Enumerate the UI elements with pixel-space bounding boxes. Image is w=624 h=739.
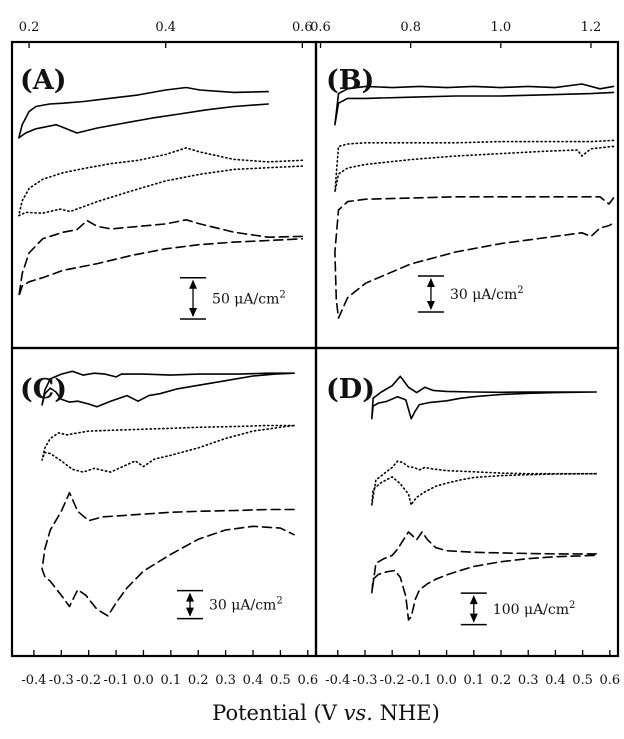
panel-a-scale-bar: 50 μA/cm2 (180, 276, 286, 320)
panel-c-curves (41, 370, 295, 617)
panel-a-curve-dashed (18, 219, 304, 298)
panel-d-x-tick-label: 0.4 (545, 673, 566, 688)
panel-d-ticks: -0.4 -0.3 -0.2 -0.1 0.0 0.1 0.2 0.3 0.4 0.5 0.6 (325, 650, 620, 688)
panel-c-x-tick-label: -0.4 (21, 673, 46, 688)
panel-c-x-tick-label: -0.3 (49, 673, 74, 688)
panel-d-x-tick-label: -0.2 (380, 673, 405, 688)
panel-b-x-tick-label: 1.0 (490, 20, 511, 35)
panel-d-x-tick-label: -0.1 (407, 673, 432, 688)
panel-d: 100 μA/cm2 -0.4 -0.3 -0.2 -0.1 0.0 0.1 0.2 0.3 0… (314, 346, 620, 688)
panel-a-ticks: 0.2 0.4 0.6 (19, 20, 313, 48)
panel-d-scale-bar: 100 μA/cm2 (460, 592, 576, 626)
panel-c-x-tick-label: 0.3 (215, 673, 236, 688)
panel-d-scale-bar-arrow-up (469, 595, 478, 605)
panel-d-x-tick-label: 0.6 (599, 673, 620, 688)
panel-d-curve-solid (371, 375, 597, 420)
x-axis-title: Potential (V vs. NHE) (212, 701, 440, 725)
panel-a-scale-bar-arrow-down (189, 308, 198, 318)
panel-a-curve-dotted (18, 147, 304, 217)
panel-b-scale-bar-arrow-up (426, 278, 435, 287)
panel-d-x-tick-label: -0.3 (352, 673, 377, 688)
panel-b-x-tick-label: 0.8 (400, 20, 421, 35)
panel-d-label: (D) (326, 374, 375, 405)
panel-a-x-tick-label: 0.6 (292, 20, 313, 35)
panel-c-x-tick-label: -0.2 (76, 673, 101, 688)
panel-c-curve-solid (41, 370, 295, 408)
panel-b-scale-bar-arrow-down (426, 301, 435, 310)
panel-b-curves (334, 83, 615, 319)
panel-c-scale-bar-arrow-up (186, 592, 195, 602)
panel-c-scale-bar-label: 30 μA/cm2 (209, 596, 283, 614)
panel-b-ticks: 0.6 0.8 1.0 1.2 (310, 20, 601, 48)
panel-b-scale-bar: 30 μA/cm2 (417, 275, 524, 313)
panel-d-curve-dashed (371, 531, 597, 621)
panel-d-x-tick-label: 0.3 (518, 673, 539, 688)
panel-a-scale-bar-label: 50 μA/cm2 (212, 289, 286, 307)
panel-c-x-tick-label: 0.2 (188, 673, 209, 688)
panel-c-label: (C) (20, 374, 67, 405)
panel-a-curve-solid (18, 86, 269, 139)
panel-d-x-tick-label: 0.5 (572, 673, 593, 688)
panel-a-label: (A) (20, 65, 67, 96)
panel-d-curves (371, 375, 597, 621)
panel-b-label: (B) (326, 65, 374, 96)
panel-a-x-tick-label: 0.4 (155, 20, 176, 35)
panel-b-curve-solid (334, 83, 615, 126)
panel-d-scale-bar-label: 100 μA/cm2 (493, 600, 576, 618)
panel-d-curve-dotted (371, 460, 597, 506)
panel-d-scale-bar-arrow-down (469, 613, 478, 623)
panel-b-curve-dashed (334, 196, 615, 319)
panel-d-frame (314, 346, 620, 658)
panel-d-x-tick-label: -0.4 (325, 673, 350, 688)
panel-c-x-tick-label: 0.0 (133, 673, 154, 688)
panel-b-x-tick-label: 1.2 (581, 20, 602, 35)
panel-c-scale-bar-arrow-down (186, 607, 195, 617)
panel-c-x-tick-label: 0.4 (243, 673, 264, 688)
panel-b-scale-bar-label: 30 μA/cm2 (450, 285, 524, 303)
panel-a-x-tick-label: 0.2 (19, 20, 40, 35)
panel-c-scale-bar: 30 μA/cm2 (177, 589, 283, 620)
panel-c-x-tick-label: 0.5 (270, 673, 291, 688)
panel-b-x-tick-label: 0.6 (310, 20, 331, 35)
panel-c-x-tick-label: 0.1 (161, 673, 182, 688)
panel-d-x-tick-label: 0.2 (491, 673, 512, 688)
panel-a-curves (18, 86, 304, 298)
panel-b-curve-dotted (334, 139, 615, 193)
panel-c-x-tick-label: -0.1 (104, 673, 129, 688)
panel-c: 30 μA/cm2 -0.4 -0.3 -0.2 -0.1 0.0 0.1 0.2 0.3 0.… (10, 346, 318, 688)
panel-a: 50 μA/cm2 0.2 0.4 0.6 (A) (10, 20, 318, 350)
panel-c-curve-dashed (41, 491, 295, 617)
panel-c-x-tick-label: 0.6 (297, 673, 318, 688)
panel-a-scale-bar-arrow-up (189, 279, 198, 289)
panel-d-x-tick-label: 0.1 (463, 673, 484, 688)
panel-c-curve-dotted (41, 424, 295, 473)
panel-d-x-tick-label: 0.0 (436, 673, 457, 688)
panel-b: 30 μA/cm2 0.6 0.8 1.0 1.2 (B) (310, 20, 620, 350)
